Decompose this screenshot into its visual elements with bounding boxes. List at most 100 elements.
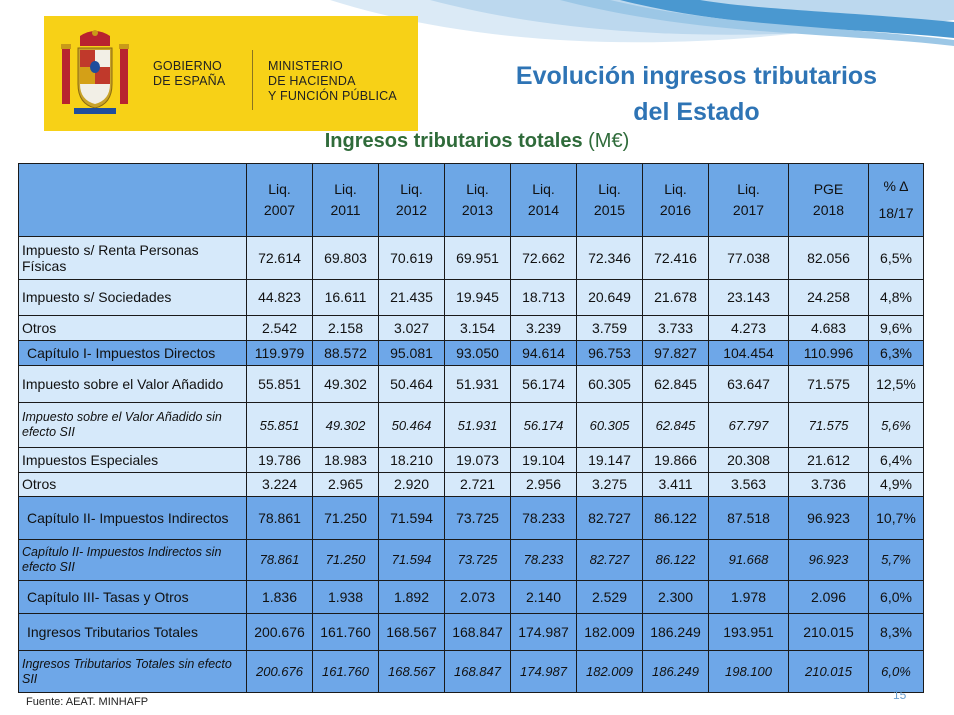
table-cell: 186.249 [642,650,709,693]
table-cell: 56.174 [510,402,577,449]
table-cell: 24.258 [788,278,869,316]
column-header: Liq. 2007 [246,163,313,237]
table-cell: 168.567 [378,613,445,652]
table-subtitle: Ingresos tributarios totales (M€) [0,130,954,153]
table-row: Ingresos Tributarios Totales sin efecto … [18,650,924,693]
table-cell: 19.786 [246,447,313,473]
row-label: Impuesto s/ Sociedades [18,278,247,316]
table-cell: 6,0% [868,650,924,693]
ministerio-label: MINISTERIO DE HACIENDA Y FUNCIÓN PÚBLICA [268,59,397,104]
row-label: Ingresos Tributarios Totales [18,613,247,652]
table-cell: 73.725 [444,538,511,581]
table-cell: 91.668 [708,538,789,581]
table-row: Capítulo I- Impuestos Directos 119.979 88.… [18,340,924,366]
table-cell: 51.931 [444,364,511,404]
table-cell: 200.676 [246,613,313,652]
table-cell: 44.823 [246,278,313,316]
table-cell: 198.100 [708,650,789,693]
table-cell: 72.614 [246,236,313,280]
table-cell: 96.753 [576,340,643,366]
source-note: Fuente: AEAT. MINHAFP [26,696,149,708]
table-cell: 2.920 [378,471,445,498]
column-header-line-2: 2016 [659,202,692,218]
ministerio-line-3: Y FUNCIÓN PÚBLICA [268,89,397,103]
table-cell: 3.027 [378,314,445,342]
table-cell: 3.563 [708,471,789,498]
table-cell: 71.575 [788,364,869,404]
column-header: Liq. 2015 [576,163,643,237]
table-cell: 174.987 [510,650,577,693]
table-cell: 21.435 [378,278,445,316]
table-cell: 1.938 [312,579,379,615]
table-cell: 23.143 [708,278,789,316]
column-header-line-1: PGE [813,181,844,197]
table-cell: 9,6% [868,314,924,342]
slide-title-line-2: del Estado [633,98,760,126]
table-cell: 10,7% [868,496,924,540]
column-header: Liq. 2014 [510,163,577,237]
table-cell: 182.009 [576,613,643,652]
table-cell: 88.572 [312,340,379,366]
table-cell: 2.158 [312,314,379,342]
column-header-line-1: Liq. [737,181,760,197]
table-cell: 2.096 [788,579,869,615]
table-cell: 2.073 [444,579,511,615]
table-cell: 94.614 [510,340,577,366]
table-cell: 96.923 [788,538,869,581]
table-cell: 119.979 [246,340,313,366]
table-cell: 69.803 [312,236,379,280]
gobierno-label: GOBIERNO DE ESPAÑA [153,59,225,89]
table-cell: 96.923 [788,496,869,540]
table-cell: 95.081 [378,340,445,366]
row-label: Capítulo I- Impuestos Directos [18,340,247,366]
table-cell: 2.140 [510,579,577,615]
table-cell: 18.713 [510,278,577,316]
table-cell: 3.275 [576,471,643,498]
row-label: Capítulo II- Impuestos Indirectos [18,496,247,540]
table-cell: 5,6% [868,402,924,449]
page-number: 15 [893,688,907,702]
table-cell: 20.649 [576,278,643,316]
table-cell: 71.250 [312,496,379,540]
table-cell: 3.733 [642,314,709,342]
row-label: Capítulo III- Tasas y Otros [18,579,247,615]
column-header: Liq. 2012 [378,163,445,237]
table-cell: 210.015 [788,650,869,693]
table-cell: 193.951 [708,613,789,652]
table-cell: 71.250 [312,538,379,581]
table-cell: 6,0% [868,579,924,615]
table-cell: 16.611 [312,278,379,316]
table-cell: 19.073 [444,447,511,473]
table-cell: 2.300 [642,579,709,615]
table-cell: 174.987 [510,613,577,652]
table-cell: 168.567 [378,650,445,693]
column-header-line-1: Liq. [334,181,357,197]
column-header-line-1: Liq. [532,181,555,197]
table-cell: 1.892 [378,579,445,615]
gobierno-line-1: GOBIERNO [153,59,222,73]
row-label: Ingresos Tributarios Totales sin efecto … [18,650,247,693]
table-cell: 4,8% [868,278,924,316]
table-row: Impuesto s/ Renta Personas Físicas 72.614… [18,236,924,280]
gobierno-line-2: DE ESPAÑA [153,74,226,88]
table-cell: 21.678 [642,278,709,316]
column-header: Liq. 2013 [444,163,511,237]
row-label: Impuesto sobre el Valor Añadido sin efec… [18,402,247,449]
column-header: PGE 2018 [788,163,869,237]
table-cell: 3.239 [510,314,577,342]
table-cell: 168.847 [444,650,511,693]
slide-title: Evolución ingresos tributarios del Estad… [484,58,909,130]
table-cell: 55.851 [246,364,313,404]
column-header: Liq. 2016 [642,163,709,237]
table-row: Impuesto sobre el Valor Añadido sin efec… [18,402,924,449]
table-cell: 82.727 [576,538,643,581]
table-row: Capítulo II- Impuestos Indirectos 78.861 7… [18,496,924,540]
table-cell: 1.978 [708,579,789,615]
table-cell: 86.122 [642,538,709,581]
table-cell: 2.965 [312,471,379,498]
table-cell: 55.851 [246,402,313,449]
column-header-line-2: 2013 [461,202,494,218]
logo-divider [252,50,253,110]
table-cell: 82.056 [788,236,869,280]
table-cell: 210.015 [788,613,869,652]
